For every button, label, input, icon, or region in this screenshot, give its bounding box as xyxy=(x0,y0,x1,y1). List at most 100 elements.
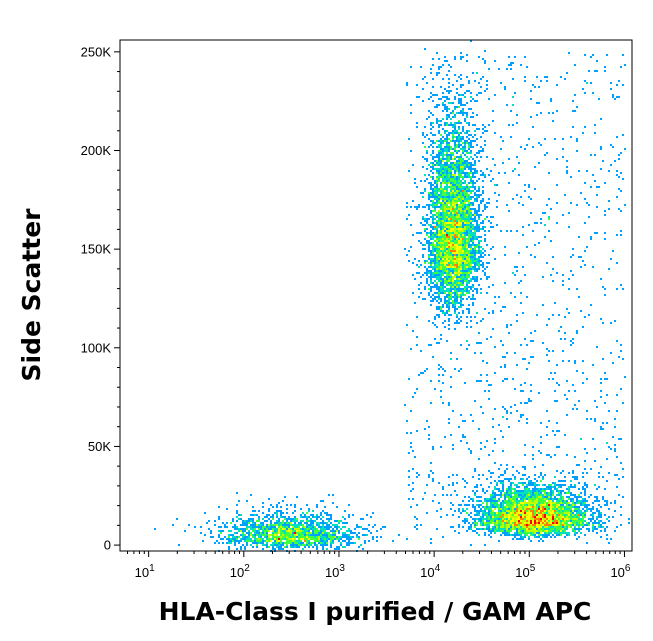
density-dot xyxy=(442,218,444,220)
density-dot xyxy=(510,490,512,492)
density-dot xyxy=(408,138,410,140)
density-dot xyxy=(544,512,546,514)
density-dot xyxy=(472,228,474,230)
density-dot xyxy=(454,196,456,198)
density-dot xyxy=(466,244,468,246)
density-dot xyxy=(442,220,444,222)
density-dot xyxy=(584,520,586,522)
density-dot xyxy=(462,196,464,198)
density-dot xyxy=(270,538,272,540)
density-dot xyxy=(436,162,438,164)
density-dot xyxy=(424,174,426,176)
density-dot xyxy=(444,326,446,328)
density-dot xyxy=(464,254,466,256)
density-dot xyxy=(448,320,450,322)
density-dot xyxy=(498,530,500,532)
density-dot xyxy=(452,136,454,138)
density-dot xyxy=(256,524,258,526)
density-dot xyxy=(614,426,616,428)
density-dot xyxy=(466,152,468,154)
density-dot xyxy=(438,58,440,60)
density-dot xyxy=(480,202,482,204)
density-dot xyxy=(458,160,460,162)
density-dot xyxy=(504,528,506,530)
density-dot xyxy=(316,506,318,508)
density-dot xyxy=(452,192,454,194)
density-dot xyxy=(448,116,450,118)
density-dot xyxy=(534,466,536,468)
density-dot xyxy=(468,80,470,82)
density-dot xyxy=(592,518,594,520)
density-dot xyxy=(462,232,464,234)
density-dot xyxy=(444,256,446,258)
density-dot xyxy=(520,526,522,528)
density-dot xyxy=(456,256,458,258)
density-dot xyxy=(616,174,618,176)
density-dot xyxy=(218,526,220,528)
density-dot xyxy=(330,536,332,538)
density-dot xyxy=(510,518,512,520)
density-dot xyxy=(300,542,302,544)
density-dot xyxy=(454,142,456,144)
density-dot xyxy=(436,288,438,290)
density-dot xyxy=(422,254,424,256)
density-dot xyxy=(308,532,310,534)
density-dot xyxy=(608,446,610,448)
density-dot xyxy=(450,264,452,266)
density-dot xyxy=(430,244,432,246)
density-dot xyxy=(616,410,618,412)
density-dot xyxy=(542,342,544,344)
density-dot xyxy=(550,528,552,530)
density-dot xyxy=(566,532,568,534)
density-dot xyxy=(502,162,504,164)
density-dot xyxy=(464,206,466,208)
density-dot xyxy=(446,272,448,274)
density-dot xyxy=(504,506,506,508)
density-dot xyxy=(316,538,318,540)
density-dot xyxy=(528,400,530,402)
density-dot xyxy=(440,288,442,290)
density-dot xyxy=(336,536,338,538)
density-dot xyxy=(464,192,466,194)
density-dot xyxy=(250,544,252,546)
density-dot xyxy=(578,170,580,172)
density-dot xyxy=(228,536,230,538)
density-dot xyxy=(456,80,458,82)
density-dot xyxy=(490,482,492,484)
density-dot xyxy=(468,526,470,528)
density-dot xyxy=(244,536,246,538)
density-dot xyxy=(282,516,284,518)
density-dot xyxy=(266,524,268,526)
density-dot xyxy=(476,270,478,272)
density-dot xyxy=(510,492,512,494)
density-dot xyxy=(542,464,544,466)
density-dot xyxy=(322,532,324,534)
density-dot xyxy=(620,210,622,212)
density-dot xyxy=(512,516,514,518)
density-dot xyxy=(452,262,454,264)
density-dot xyxy=(536,528,538,530)
density-dot xyxy=(440,276,442,278)
density-dot xyxy=(244,520,246,522)
density-dot xyxy=(350,530,352,532)
density-dot xyxy=(436,244,438,246)
density-dot xyxy=(284,534,286,536)
density-dot xyxy=(420,350,422,352)
density-dot xyxy=(462,294,464,296)
density-dot xyxy=(574,360,576,362)
density-dot xyxy=(324,542,326,544)
density-dot xyxy=(574,476,576,478)
density-dot xyxy=(558,520,560,522)
density-dot xyxy=(448,292,450,294)
density-dot xyxy=(506,488,508,490)
density-dot xyxy=(348,516,350,518)
density-dot xyxy=(444,222,446,224)
density-dot xyxy=(466,286,468,288)
density-dot xyxy=(460,140,462,142)
density-dot xyxy=(508,498,510,500)
density-dot xyxy=(276,544,278,546)
density-dot xyxy=(436,178,438,180)
density-dot xyxy=(598,186,600,188)
density-dot xyxy=(428,438,430,440)
density-dot xyxy=(580,518,582,520)
